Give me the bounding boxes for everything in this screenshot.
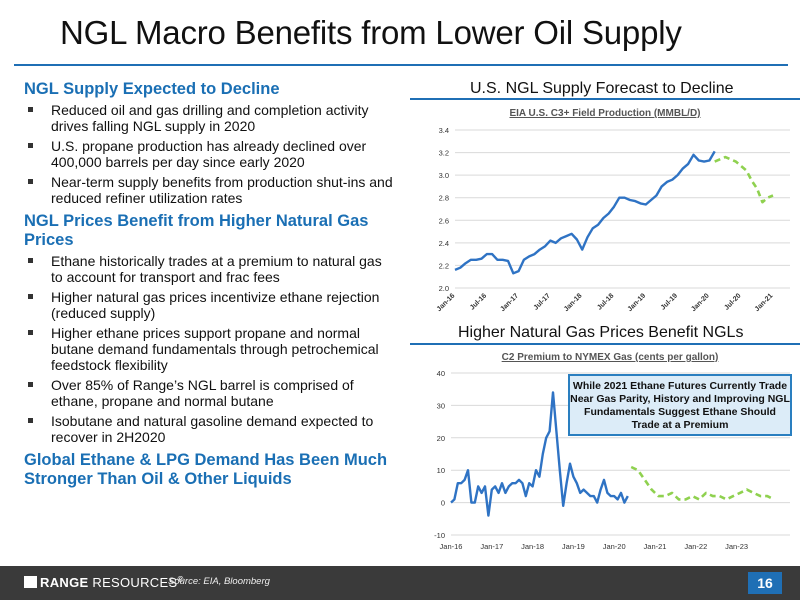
y-tick-label: 2.2 [439,261,449,270]
chart1-rule [410,98,800,100]
bullet-list-prices: Ethane historically trades at a premium … [24,253,396,445]
y-tick-label: 20 [437,434,445,443]
x-tick-label: Jan-17 [480,542,503,551]
chart-subtitle: EIA U.S. C3+ Field Production (MMBL/D) [509,108,700,119]
y-tick-label: 3.2 [439,149,449,158]
bullet-square-icon [28,294,33,299]
slide-title: NGL Macro Benefits from Lower Oil Supply [60,14,682,51]
bullet-text: Ethane historically trades at a premium … [51,253,382,285]
x-tick-label: Jan-21 [644,542,667,551]
list-item: Higher ethane prices support propane and… [24,325,396,373]
list-item: Near-term supply benefits from productio… [24,174,396,206]
source-note: Source: EIA, Bloomberg [168,576,270,587]
list-item: Higher natural gas prices incentivize et… [24,289,396,321]
y-tick-label: 3.0 [439,171,449,180]
y-tick-label: 3.4 [439,126,449,135]
bullet-text: Higher ethane prices support propane and… [51,325,379,373]
bullet-square-icon [28,418,33,423]
x-tick-label: Jan-23 [725,542,748,551]
callout-annotation: While 2021 Ethane Futures Currently Trad… [568,374,792,436]
bullet-text: Reduced oil and gas drilling and complet… [51,102,369,134]
list-item: Over 85% of Range’s NGL barrel is compri… [24,377,396,409]
list-item: Ethane historically trades at a premium … [24,253,396,285]
section-heading-prices: NGL Prices Benefit from Higher Natural G… [24,212,369,249]
historical-series-line [450,391,629,517]
bullet-square-icon [28,143,33,148]
x-tick-label: Jan-20 [603,542,626,551]
bullet-square-icon [28,258,33,263]
footer-bar: RANGE RESOURCES® Source: EIA, Bloomberg [0,566,800,600]
logo-bold: RANGE [40,575,89,590]
chart-subtitle: C2 Premium to NYMEX Gas (cents per gallo… [502,352,719,363]
x-tick-label: Jan-22 [684,542,707,551]
y-tick-label: 2.8 [439,194,449,203]
bullet-text: Over 85% of Range’s NGL barrel is compri… [51,377,354,409]
bullet-text: Higher natural gas prices incentivize et… [51,289,380,321]
chart2-panel-title: Higher Natural Gas Prices Benefit NGLs [458,324,744,341]
y-tick-label: -10 [434,531,445,540]
chart2-rule [410,343,800,345]
bullet-text: Near-term supply benefits from productio… [51,174,393,206]
y-tick-label: 30 [437,401,445,410]
y-tick-label: 40 [437,369,445,378]
list-item: Reduced oil and gas drilling and complet… [24,102,396,134]
list-item: Isobutane and natural gasoline demand ex… [24,413,396,445]
y-tick-label: 10 [437,466,445,475]
y-tick-label: 0 [441,499,445,508]
forecast-series-line [630,465,775,501]
logo-mark-icon [24,576,37,588]
section-heading-demand: Global Ethane & LPG Demand Has Been Much… [24,451,388,488]
x-tick-label: Jan-19 [562,542,585,551]
section-heading-supply: NGL Supply Expected to Decline [24,80,280,98]
range-resources-logo: RANGE RESOURCES® [24,575,184,590]
logo-registered: ® [177,575,184,584]
bullet-square-icon [28,330,33,335]
bullet-square-icon [28,382,33,387]
bullet-list-supply: Reduced oil and gas drilling and complet… [24,102,396,206]
chart1-panel-title: U.S. NGL Supply Forecast to Decline [470,80,734,97]
bullet-square-icon [28,107,33,112]
x-tick-label: Jan-18 [521,542,544,551]
x-tick-label: Jan-16 [440,542,463,551]
bullet-square-icon [28,179,33,184]
forecast-series-line [714,155,774,204]
bullet-text: U.S. propane production has already decl… [51,138,367,170]
left-column: NGL Supply Expected to Decline Reduced o… [24,80,396,489]
y-tick-label: 2.4 [439,239,449,248]
y-tick-label: 2.6 [439,216,449,225]
title-rule [14,64,788,66]
list-item: U.S. propane production has already decl… [24,138,396,170]
bullet-text: Isobutane and natural gasoline demand ex… [51,413,374,445]
page-number: 16 [748,572,782,594]
y-tick-label: 2.0 [439,284,449,293]
historical-series-line [454,150,716,275]
logo-thin: RESOURCES [92,575,178,590]
